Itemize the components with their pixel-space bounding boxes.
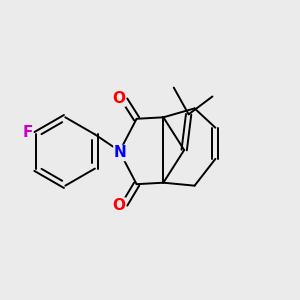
Text: O: O	[112, 198, 125, 213]
Text: F: F	[22, 125, 33, 140]
Text: N: N	[114, 146, 127, 160]
Text: O: O	[112, 91, 125, 106]
